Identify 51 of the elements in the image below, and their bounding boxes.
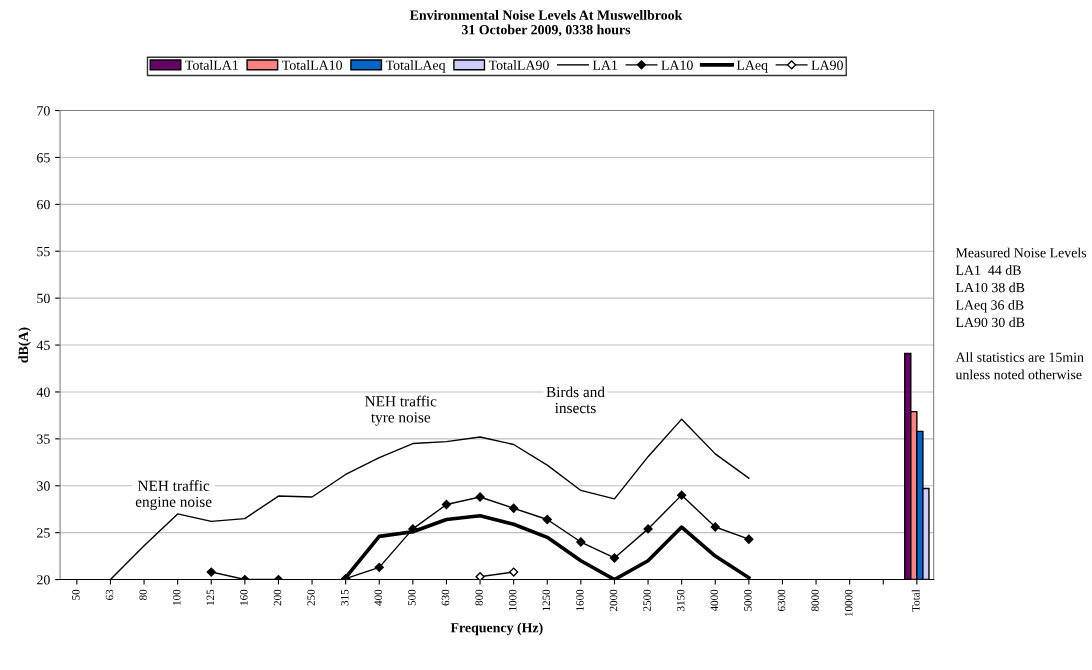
x-tick-label: 6300 — [777, 589, 786, 612]
x-tick-label: 4000 — [710, 589, 719, 612]
x-tick-label: 125 — [206, 589, 215, 605]
x-tick-label: 1600 — [576, 589, 584, 611]
legend-label: TotalLA90 — [488, 60, 549, 70]
y-tick-label: 40 — [36, 387, 50, 397]
annotation: NEH traffic engine noise — [135, 480, 212, 511]
x-tick-label: 63 — [105, 589, 114, 600]
y-tick-label: 35 — [37, 434, 50, 444]
y-tick-label: 55 — [37, 246, 50, 257]
legend-label: LA1 — [592, 60, 618, 70]
legend-label: TotalLA1 — [185, 60, 238, 70]
x-tick-label: 2000 — [609, 589, 618, 612]
legend-label: TotalLA10 — [282, 60, 343, 70]
y-tick-label: 60 — [37, 199, 50, 210]
x-tick-label: 200 — [273, 589, 282, 606]
x-tick-label: 1000 — [508, 589, 517, 611]
legend-label: LA90 — [811, 60, 843, 70]
x-tick-label: 400 — [374, 589, 383, 606]
y-tick-label: 70 — [37, 106, 50, 116]
y-tick-label: 30 — [37, 481, 50, 491]
x-tick-label: Total — [911, 589, 920, 612]
legend-label: TotalLAeq — [385, 60, 446, 73]
x-tick-label: 100 — [172, 589, 181, 605]
y-tick-label: 25 — [37, 528, 50, 538]
x-tick-label: 8000 — [811, 589, 819, 612]
legend-label: LAeq — [736, 60, 768, 73]
y-tick-label: 20 — [37, 575, 50, 585]
x-tick-label: 500 — [408, 589, 416, 606]
x-tick-label: 3150 — [676, 589, 685, 611]
annotation: NEH traffic tyre noise — [365, 395, 437, 426]
y-tick-label: 45 — [36, 340, 50, 351]
x-axis-title: Frequency (Hz) — [450, 622, 543, 636]
x-tick-label: 5000 — [744, 589, 752, 611]
x-tick-label: 80 — [139, 589, 147, 600]
y-tick-label: 65 — [37, 153, 50, 163]
x-tick-label: 630 — [441, 589, 450, 606]
x-tick-label: 250 — [307, 589, 315, 606]
x-tick-label: 315 — [340, 589, 349, 606]
chart-title: Environmental Noise Levels At Muswellbrook 31 October 2009, 0338 hours — [409, 10, 683, 37]
x-tick-label: 2500 — [643, 589, 651, 612]
x-tick-label: 50 — [72, 589, 80, 600]
y-axis-title: dB(A) — [18, 327, 31, 363]
x-tick-label: 1250 — [542, 589, 551, 611]
y-tick-label: 50 — [37, 293, 50, 304]
x-tick-label: 800 — [475, 589, 483, 606]
text: Measured Noise Levels LA1 44 dB LA10 38 dB LAeq 36 dB LA90 30 dB All statistics are 15min unless noted otherwise — [955, 247, 1087, 380]
x-tick-label: 10000 — [844, 589, 853, 617]
x-tick-label: 160 — [240, 589, 248, 605]
legend-label: LA10 — [661, 60, 693, 70]
annotation: Birds and insects — [546, 386, 605, 414]
